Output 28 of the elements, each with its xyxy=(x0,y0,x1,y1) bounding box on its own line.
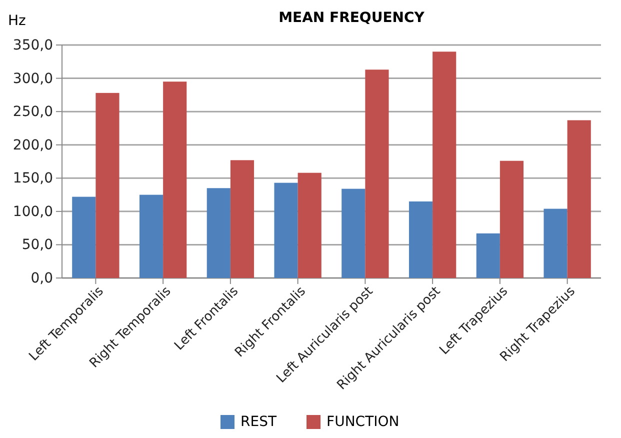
bar xyxy=(342,188,366,278)
y-tick-label: 350,0 xyxy=(12,37,53,54)
y-tick-label: 250,0 xyxy=(12,104,53,120)
y-tick-label: 200,0 xyxy=(12,137,53,154)
bar xyxy=(96,92,120,278)
y-tick-label: 100,0 xyxy=(12,204,53,220)
y-tick-label: 50,0 xyxy=(22,237,53,254)
bar xyxy=(408,201,433,278)
legend-label: REST xyxy=(240,414,277,430)
bar xyxy=(230,160,254,278)
y-axis-title: Hz xyxy=(8,13,26,29)
y-tick-label: 0,0 xyxy=(30,270,53,286)
legend-label: FUNCTION xyxy=(326,414,400,430)
bar xyxy=(567,120,591,278)
y-tick-label: 150,0 xyxy=(12,170,53,187)
bar xyxy=(500,160,524,278)
bar xyxy=(72,196,96,278)
bar xyxy=(206,188,230,278)
bar xyxy=(544,208,568,278)
bar xyxy=(298,172,322,278)
bar xyxy=(476,233,500,278)
bar xyxy=(432,52,456,278)
bar xyxy=(274,182,298,278)
bar xyxy=(365,70,389,278)
bar xyxy=(139,194,164,278)
y-tick-label: 300,0 xyxy=(12,70,53,87)
chart-title: MEAN FREQUENCY xyxy=(278,10,426,26)
bar xyxy=(163,82,187,278)
